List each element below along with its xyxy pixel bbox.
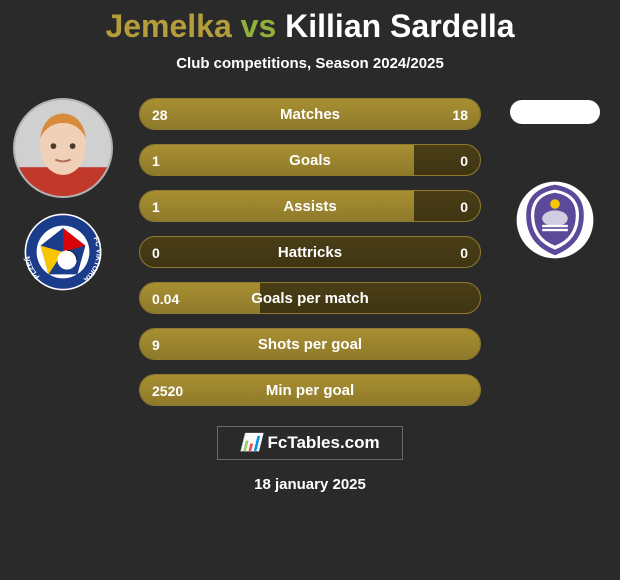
player1-eye-r	[70, 143, 76, 149]
footer-date: 18 january 2025	[254, 476, 366, 493]
subtitle: Club competitions, Season 2024/2025	[176, 55, 444, 72]
stat-row: 2818Matches	[139, 98, 481, 130]
stat-row: 0.04Goals per match	[139, 282, 481, 314]
brand-text: FcTables.com	[268, 433, 380, 453]
stat-label: Min per goal	[140, 375, 480, 406]
stat-label: Assists	[140, 191, 480, 222]
comparison-title: Jemelka vs Killian Sardella	[105, 8, 514, 45]
player2-images	[500, 98, 610, 260]
club1-logo-svg: FC VIKTORIA PLZEŇ	[23, 212, 103, 292]
player2-name: Killian Sardella	[285, 8, 514, 44]
stat-row: 9Shots per goal	[139, 328, 481, 360]
club1-logo: FC VIKTORIA PLZEŇ	[23, 212, 103, 292]
stat-bars: 2818Matches 10Goals 10Assists 00Hattricks 0.…	[139, 98, 481, 406]
club2-logo-svg	[515, 176, 595, 264]
stat-label: Shots per goal	[140, 329, 480, 360]
player1-eye-l	[51, 143, 57, 149]
player1-images: FC VIKTORIA PLZEŇ	[8, 98, 118, 292]
stat-row: 10Assists	[139, 190, 481, 222]
stat-label: Goals per match	[140, 283, 480, 314]
stat-row: 2520Min per goal	[139, 374, 481, 406]
brand-box[interactable]: 📊 FcTables.com	[217, 426, 402, 460]
stat-label: Hattricks	[140, 237, 480, 268]
player1-face	[13, 98, 113, 198]
player1-name: Jemelka	[105, 8, 231, 44]
brand-icon: 📊	[240, 433, 261, 453]
vs-label: vs	[241, 8, 277, 44]
club2-logo	[515, 180, 595, 260]
stat-label: Matches	[140, 99, 480, 130]
player2-face-placeholder	[510, 100, 600, 124]
stat-label: Goals	[140, 145, 480, 176]
stat-row: 10Goals	[139, 144, 481, 176]
comparison-body: FC VIKTORIA PLZEŇ 2818Matches10Goals1	[0, 98, 620, 420]
player1-face-svg	[15, 100, 111, 196]
stat-row: 00Hattricks	[139, 236, 481, 268]
